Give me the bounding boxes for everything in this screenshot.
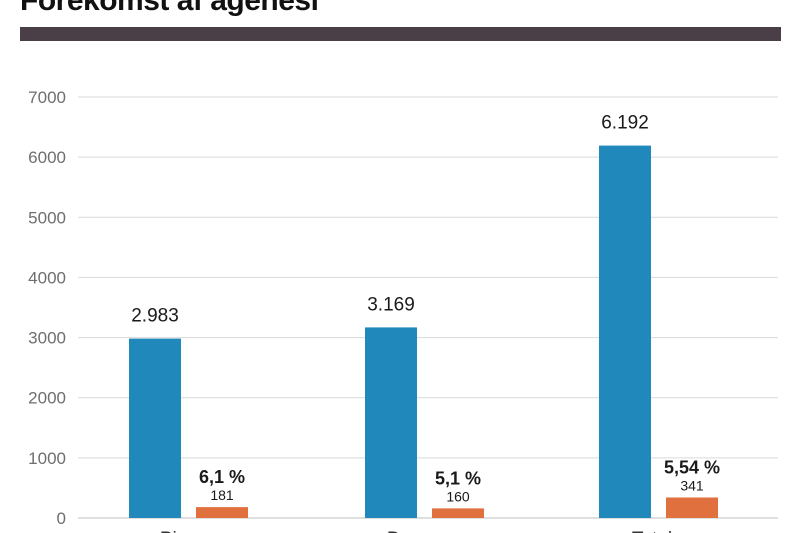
percent-label: 5,1 % (435, 468, 481, 488)
y-tick-label: 0 (57, 509, 66, 528)
y-tick-label: 2000 (28, 389, 66, 408)
y-tick-label: 1000 (28, 449, 66, 468)
bar-agenesis (196, 507, 248, 518)
percent-label: 6,1 % (199, 467, 245, 487)
data-label-agenesis: 341 (680, 477, 704, 493)
bar-total (365, 327, 417, 518)
data-label-agenesis: 181 (210, 487, 234, 503)
data-label-total: 3.169 (367, 294, 415, 315)
data-label-total: 2.983 (131, 306, 179, 327)
category-label: Piger (160, 529, 205, 533)
bar-agenesis (432, 508, 484, 518)
bar-total (599, 145, 651, 518)
y-tick-label: 7000 (28, 88, 66, 107)
y-tick-label: 5000 (28, 208, 66, 227)
bar-agenesis (666, 497, 718, 518)
percent-label: 5,54 % (664, 457, 720, 477)
data-label-total: 6.192 (601, 113, 649, 134)
title-rule (20, 27, 781, 41)
y-tick-label: 3000 (28, 329, 66, 348)
y-tick-label: 4000 (28, 268, 66, 287)
category-label: Drenge (387, 529, 449, 533)
bar-total (129, 338, 181, 518)
chart-title: Forekomst af agenesi (20, 0, 319, 17)
y-tick-label: 6000 (28, 148, 66, 167)
data-label-agenesis: 160 (446, 488, 470, 504)
category-label: Total (632, 529, 672, 533)
